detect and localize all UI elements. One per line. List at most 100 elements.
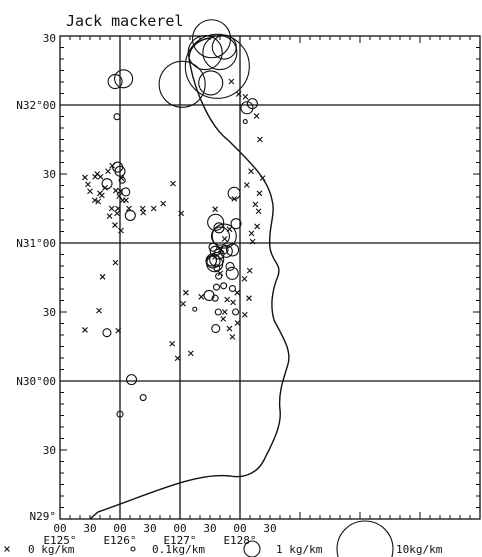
zero-catch-mark <box>115 327 122 334</box>
zero-catch-mark <box>246 267 253 274</box>
zero-catch-mark <box>254 223 261 230</box>
catch-circle <box>113 113 121 121</box>
zero-catch-mark <box>224 296 231 303</box>
x-tick-label: 30 <box>263 522 276 535</box>
zero-catch-mark <box>99 273 106 280</box>
catch-circle <box>192 306 198 312</box>
catch-circle <box>226 243 240 257</box>
x-tick-sublabel: E126° <box>103 534 136 547</box>
zero-catch-mark <box>91 197 98 204</box>
zero-catch-mark <box>118 227 124 234</box>
plot-frame <box>59 35 481 520</box>
catch-circle <box>211 34 237 60</box>
x-tick-sublabel: E128° <box>223 534 256 547</box>
zero-catch-mark <box>242 93 249 100</box>
catch-circle <box>114 69 134 89</box>
zero-catch-mark <box>119 197 126 204</box>
x-tick-sublabel: E127° <box>163 534 196 547</box>
catch-circle <box>211 324 221 334</box>
zero-catch-mark <box>234 289 241 296</box>
zero-catch-mark <box>114 210 121 217</box>
zero-catch-mark <box>253 113 260 119</box>
catch-circle <box>211 294 219 302</box>
y-tick-label: N30°00 <box>16 375 56 388</box>
zero-catch-mark <box>169 340 176 347</box>
zero-catch-mark <box>248 230 255 237</box>
zero-catch-mark <box>85 181 91 188</box>
x-tick-label: 00 <box>53 522 66 535</box>
zero-catch-mark <box>170 180 176 187</box>
zero-catch-mark <box>243 182 250 188</box>
zero-catch-mark <box>212 206 219 213</box>
catch-circle <box>246 98 258 110</box>
zero-catch-mark <box>229 333 236 340</box>
catch-circle <box>209 252 225 268</box>
catch-circle <box>210 226 230 246</box>
zero-catch-mark <box>150 205 157 212</box>
zero-catch-mark <box>230 299 236 306</box>
zero-catch-mark <box>255 208 262 215</box>
catch-circle <box>112 161 124 173</box>
catch-circle <box>207 213 225 231</box>
legend-circle-icon <box>130 546 136 552</box>
zero-catch-mark <box>241 275 248 282</box>
zero-catch-mark <box>106 213 113 219</box>
x-tick-label: 00 <box>233 522 246 535</box>
zero-catch-mark <box>115 205 121 212</box>
zero-catch-mark <box>112 222 118 228</box>
zero-catch-mark <box>105 168 111 175</box>
x-tick-sublabel: E125° <box>43 534 76 547</box>
catch-circle <box>187 35 223 71</box>
zero-catch-mark <box>259 175 266 182</box>
catch-circle <box>213 264 221 272</box>
zero-catch-mark <box>221 309 228 315</box>
legend: 0 kg/km 0.1kg/km 1 kg/km 10kg/km <box>4 520 443 557</box>
legend-circle-icon <box>243 540 261 557</box>
catch-circle <box>118 176 126 184</box>
y-tick-label: N32°00 <box>16 99 56 112</box>
station-marks <box>82 19 266 418</box>
zero-catch-mark <box>112 259 119 266</box>
catch-circle <box>202 35 238 71</box>
zero-catch-mark <box>98 192 105 199</box>
catch-circle <box>228 284 236 293</box>
zero-catch-mark <box>108 205 115 212</box>
catch-circle <box>121 187 131 197</box>
x-tick-label: 30 <box>203 522 216 535</box>
catch-circle <box>225 261 235 272</box>
zero-catch-mark <box>178 210 185 217</box>
zero-catch-mark <box>95 198 102 205</box>
y-tick-label: N31°00 <box>16 237 56 250</box>
zero-catch-mark <box>220 316 227 322</box>
zero-catch-mark <box>252 201 259 208</box>
zero-catch-mark <box>97 173 104 180</box>
zero-catch-mark <box>174 355 181 362</box>
catch-circle <box>225 266 239 280</box>
y-tick-label: 30 <box>43 444 56 457</box>
coastline-curve <box>89 37 290 520</box>
legend-label: 1 kg/km <box>276 543 323 556</box>
zero-catch-mark <box>228 78 235 85</box>
y-axis-labels: 30 N32°00 30 N31°00 30 N30°00 30 N29° <box>16 32 56 523</box>
catch-circle <box>158 60 206 108</box>
zero-catch-mark <box>246 295 252 302</box>
zero-catch-mark <box>235 91 242 97</box>
catch-circle <box>220 282 228 290</box>
catch-circle <box>227 186 241 200</box>
catch-circle <box>102 328 112 338</box>
x-tick-label: 30 <box>143 522 156 535</box>
zero-catch-mark <box>112 187 119 194</box>
zero-catch-mark <box>182 289 189 296</box>
y-tick-label: 30 <box>43 32 56 45</box>
zero-catch-mark <box>249 238 256 245</box>
y-tick-label: 30 <box>43 306 56 319</box>
catch-circle <box>124 209 136 221</box>
catch-circle <box>205 255 217 267</box>
legend-cross-icon <box>4 546 10 552</box>
catch-circle <box>125 374 138 386</box>
x-tick-label: 00 <box>113 522 126 535</box>
zero-catch-mark <box>82 327 88 333</box>
zero-catch-mark <box>180 300 187 307</box>
